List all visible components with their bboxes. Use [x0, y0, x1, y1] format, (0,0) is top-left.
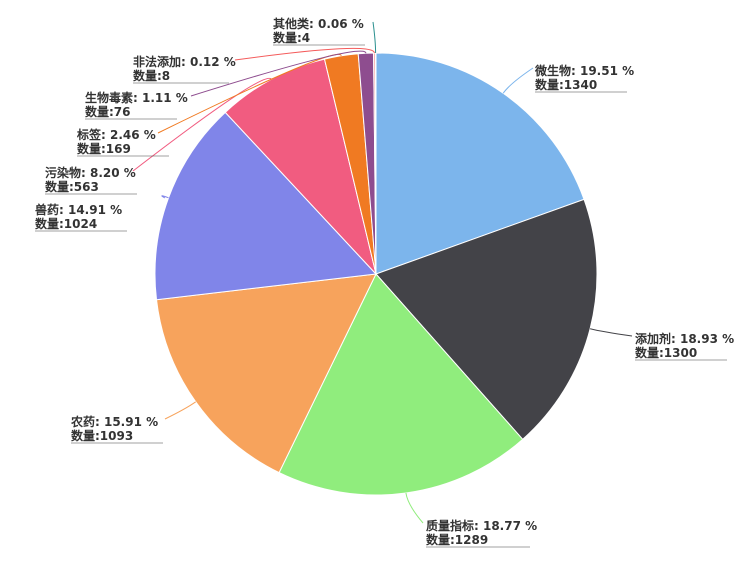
leader-line-7 [190, 50, 367, 97]
slice-label-5: 污染物: 8.20 % [45, 165, 136, 180]
slice-count-7: 数量:76 [85, 104, 131, 119]
slice-label-2: 质量指标: 18.77 % [426, 518, 537, 533]
slice-label-4: 兽药: 14.91 % [35, 202, 122, 217]
slice-label-3: 农药: 15.91 % [70, 414, 158, 429]
leader-line-3 [164, 401, 197, 420]
leader-line-8 [234, 47, 375, 61]
leader-line-1 [589, 328, 633, 337]
slice-count-4: 数量:1024 [35, 216, 97, 231]
slice-label-9: 其他类: 0.06 % [273, 16, 364, 31]
pie-slice-4[interactable] [154, 111, 378, 301]
slice-label-1: 添加剂: 18.93 % [635, 331, 734, 346]
slice-count-5: 数量:563 [45, 179, 99, 194]
slice-count-3: 数量:1093 [71, 428, 133, 443]
pie-slice-9[interactable] [374, 52, 377, 275]
slice-count-8: 数量:8 [133, 68, 170, 83]
leader-line-4 [161, 195, 169, 199]
slice-label-8: 非法添加: 0.12 % [133, 54, 236, 69]
leader-line-9 [372, 21, 377, 54]
pie-slice-3[interactable] [155, 273, 377, 474]
slice-count-6: 数量:169 [77, 141, 131, 156]
slice-count-9: 数量:4 [273, 30, 310, 45]
slice-label-7: 生物毒素: 1.11 % [85, 90, 188, 105]
slice-count-0: 数量:1340 [535, 77, 597, 92]
slice-label-6: 标签: 2.46 % [76, 127, 156, 142]
leader-line-0 [502, 67, 534, 94]
slice-count-1: 数量:1300 [635, 345, 697, 360]
slice-label-0: 微生物: 19.51 % [534, 63, 634, 78]
slice-count-2: 数量:1289 [426, 532, 488, 547]
leader-line-2 [405, 492, 424, 524]
